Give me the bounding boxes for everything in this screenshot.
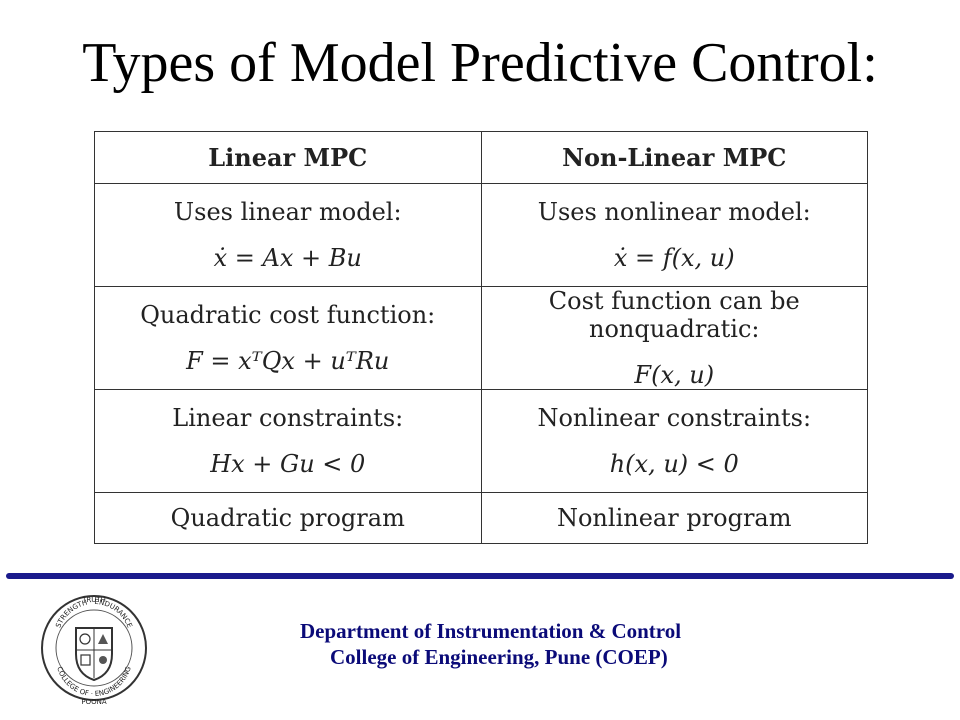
department-info: Department of Instrumentation & Control … (300, 618, 681, 670)
table-cell: Cost function can be nonquadratic: F(x, … (480, 286, 868, 390)
cell-formula: h(x, u) < 0 (609, 450, 739, 478)
cell-text: Nonlinear constraints: (537, 404, 812, 432)
cell-text: Nonlinear program (556, 504, 792, 532)
mpc-comparison-table: Linear MPC Non-Linear MPC Uses linear mo… (94, 131, 868, 544)
header-nonlinear-mpc: Non-Linear MPC (480, 131, 868, 184)
footer-divider (6, 573, 954, 579)
table-row: Quadratic cost function: F = xᵀQx + uᵀRu… (94, 286, 868, 390)
cell-text: Cost function can be nonquadratic: (548, 287, 800, 343)
table-cell: Uses nonlinear model: ẋ = f(x, u) (480, 183, 868, 287)
table-cell: Nonlinear constraints: h(x, u) < 0 (480, 389, 868, 493)
coep-crest-icon: STRENGTH · ENDURANCE COLLEGE OF · ENGINE… (41, 595, 147, 706)
cell-formula: F = xᵀQx + uᵀRu (186, 347, 390, 375)
table-cell: Quadratic cost function: F = xᵀQx + uᵀRu (94, 286, 482, 390)
table-header-row: Linear MPC Non-Linear MPC (94, 131, 868, 184)
cell-formula: Hx + Gu < 0 (210, 450, 366, 478)
cell-text: Linear constraints: (172, 404, 404, 432)
table-cell: Uses linear model: ẋ = Ax + Bu (94, 183, 482, 287)
table-row: Linear constraints: Hx + Gu < 0 Nonlinea… (94, 389, 868, 493)
table-cell: Quadratic program (94, 492, 482, 544)
slide-title: Types of Model Predictive Control: (82, 32, 878, 94)
cell-text: Uses linear model: (173, 198, 402, 226)
cell-formula: F(x, u) (634, 361, 715, 389)
cell-text: Quadratic cost function: (140, 301, 436, 329)
table-cell: Nonlinear program (480, 492, 868, 544)
college-name: College of Engineering, Pune (COEP) (330, 645, 668, 669)
header-linear-mpc: Linear MPC (94, 131, 482, 184)
cell-formula: ẋ = f(x, u) (613, 244, 735, 272)
table-row: Quadratic program Nonlinear program (94, 492, 868, 544)
department-name: Department of Instrumentation & Control (300, 619, 682, 643)
table-row: Uses linear model: ẋ = Ax + Bu Uses nonl… (94, 183, 868, 287)
cell-text: Quadratic program (170, 504, 405, 532)
cell-text: Uses nonlinear model: (537, 198, 811, 226)
svg-text:TRUTH: TRUTH (81, 596, 106, 604)
table-cell: Linear constraints: Hx + Gu < 0 (94, 389, 482, 493)
cell-formula: ẋ = Ax + Bu (213, 244, 362, 272)
svg-text:POONA: POONA (81, 698, 106, 706)
